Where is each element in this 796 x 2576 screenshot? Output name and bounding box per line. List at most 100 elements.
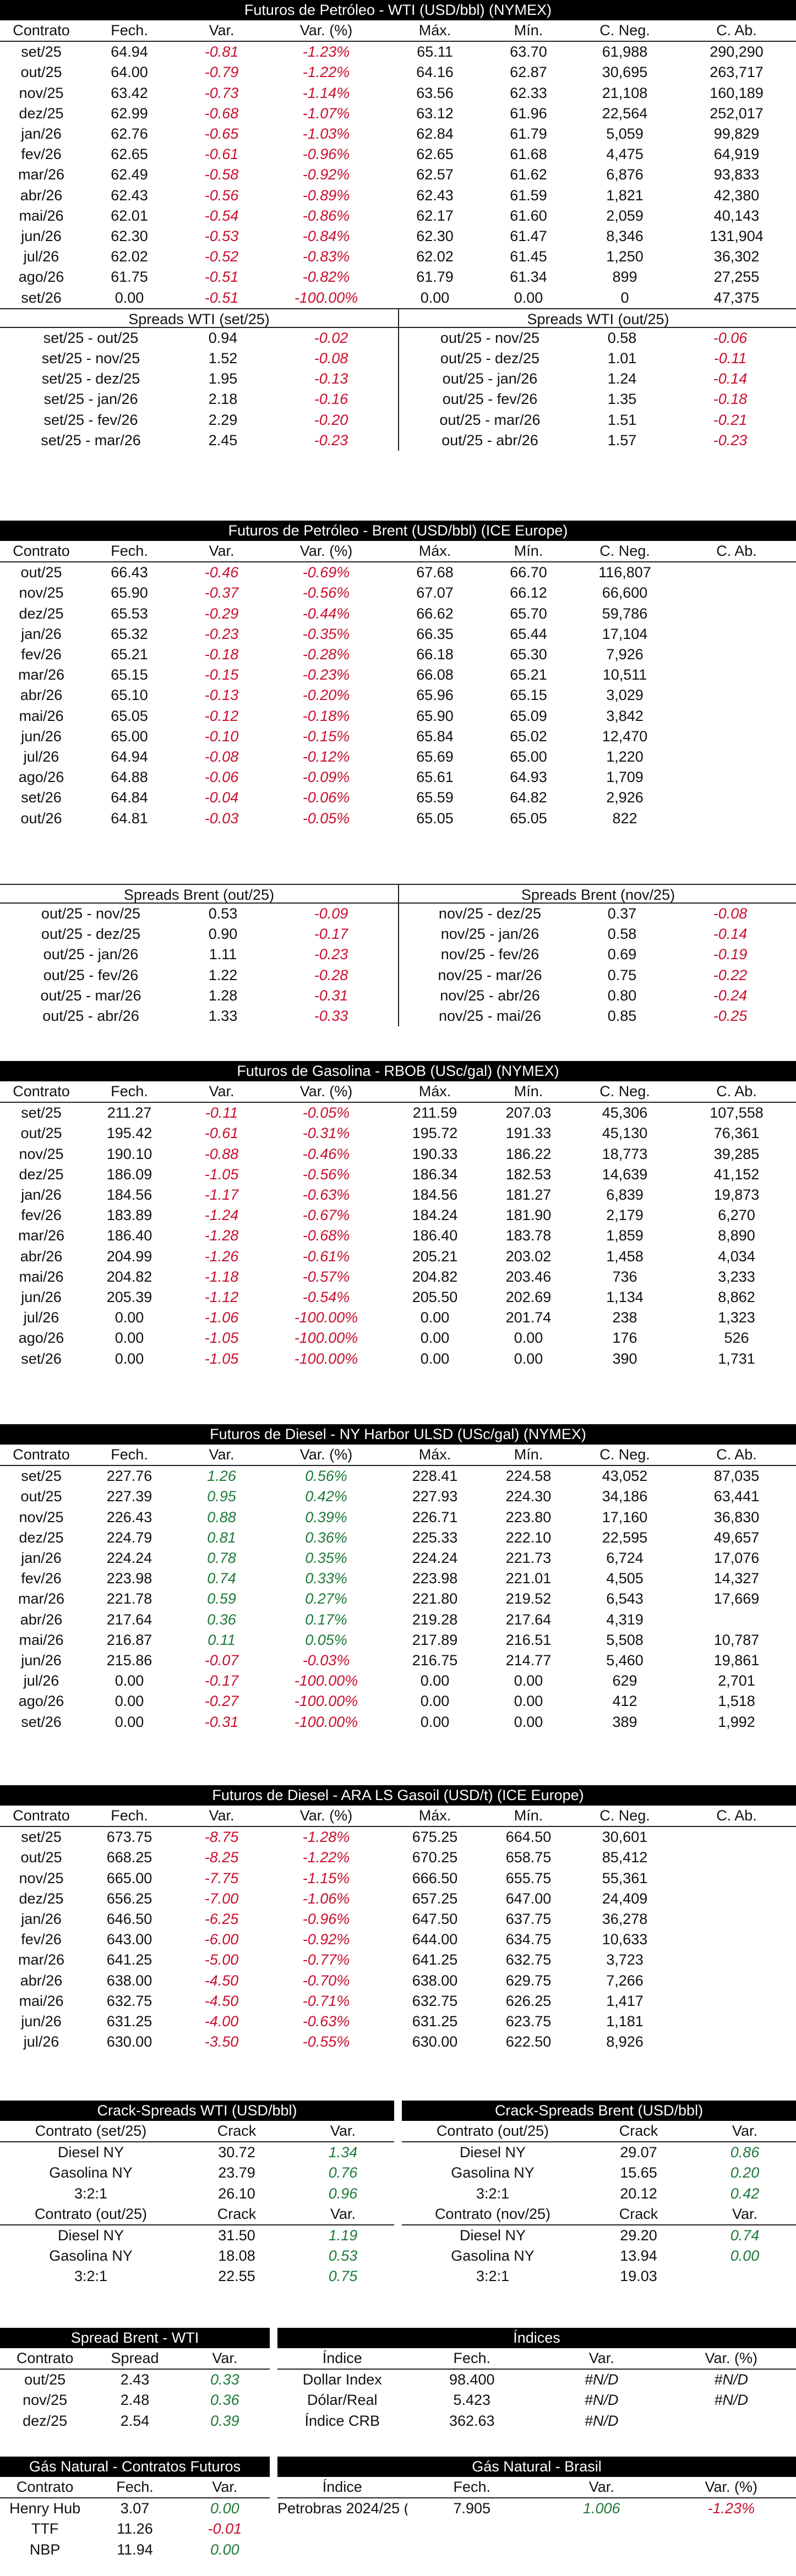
spread-value: 0.53	[208, 905, 238, 922]
crack-change: 0.75	[328, 2268, 358, 2285]
spread-change: -0.31	[314, 987, 348, 1004]
cell-m-n: 647.00	[505, 1890, 552, 1907]
cell-m-n: 214.77	[505, 1652, 552, 1669]
cell-var: -0.18	[204, 646, 239, 663]
column-header: Var.	[292, 2203, 394, 2226]
cell-var: 0.35%	[305, 1550, 347, 1567]
cell-c-neg: 1,859	[606, 1227, 644, 1244]
cell-var: -0.27	[204, 1693, 239, 1710]
wti-title: Futuros de Petróleo - WTI (USD/bbl) (NYM…	[0, 0, 796, 20]
column-header: Var.	[176, 1445, 267, 1467]
cell-c-neg: 21,108	[602, 84, 648, 101]
cell-c-ab: 1,731	[718, 1350, 755, 1367]
cell-contrato: out/25	[20, 564, 62, 581]
table-cell: 0.00	[210, 2500, 239, 2517]
crack-value: 29.07	[620, 2144, 657, 2161]
cell-var: -0.92%	[302, 1931, 350, 1948]
cell-c-neg: 5,508	[606, 1631, 644, 1648]
cell-var: -0.46%	[302, 1145, 350, 1162]
cell-var: -0.56%	[302, 1166, 350, 1183]
cell-contrato: set/26	[21, 289, 62, 306]
cell-contrato: jul/26	[23, 1309, 59, 1326]
crack-product: Diesel NY	[459, 2227, 526, 2244]
cell-m-x: 0.00	[420, 1713, 450, 1730]
crack-product: Gasolina NY	[451, 2164, 535, 2181]
crack-value: 30.72	[218, 2144, 255, 2161]
cell-var: -0.31%	[302, 1125, 350, 1142]
crack-change: 0.96	[328, 2185, 358, 2202]
cell-m-n: 219.52	[505, 1590, 552, 1607]
cell-contrato: nov/25	[19, 1508, 64, 1525]
cell-var: -0.52	[204, 248, 239, 265]
cell-var: -0.67%	[302, 1207, 350, 1224]
brent-spreads-left-title: Spreads Brent (out/25)	[0, 884, 398, 904]
cell-m-x: 66.35	[416, 625, 454, 642]
table-row: jun/26 62.30 -0.53 -0.84% 62.30 61.47 8,346 131…	[0, 226, 796, 247]
column-header: C. Neg.	[573, 541, 677, 563]
cell-m-x: 647.50	[412, 1911, 458, 1928]
spread-bw: Spread Brent - WTI Contrato Spread Var. out…	[0, 2328, 270, 2431]
brent-spreads: Spreads Brent (out/25) out/25 - nov/25 0.…	[0, 884, 796, 1027]
cell-var: -0.29	[204, 605, 239, 622]
spread-value: 1.52	[208, 350, 238, 367]
crack-value: 18.08	[218, 2247, 255, 2265]
spread-value: 0.75	[607, 966, 637, 983]
cell-contrato: out/25	[20, 1849, 62, 1866]
spread-row: out/25 - dez/25 1.01 -0.11	[399, 348, 796, 369]
cell-c-ab: 1,518	[718, 1693, 755, 1710]
cell-contrato: ago/26	[18, 769, 64, 786]
cell-c-neg: 2,059	[606, 207, 644, 224]
cell-m-n: 182.53	[505, 1166, 552, 1183]
cell-var: -0.05%	[302, 810, 350, 827]
spread-pair: out/25 - jan/26	[43, 946, 139, 963]
cell-c-ab: 49,657	[713, 1529, 760, 1546]
cell-contrato: jul/26	[23, 748, 59, 765]
spread-change: -0.08	[314, 350, 348, 367]
table-row: jun/26 631.25 -4.00 -0.63% 631.25 623.75 1,181	[0, 2011, 796, 2032]
cell-fech: 0.00	[115, 1713, 144, 1730]
table-row: set/25 673.75 -8.75 -1.28% 675.25 664.50 30,60…	[0, 1826, 796, 1847]
cell-contrato: ago/26	[18, 269, 64, 286]
column-header: Fech.	[83, 1445, 176, 1467]
column-header: Var.	[694, 2203, 796, 2226]
cell-c-ab	[677, 1929, 796, 1950]
cell-c-ab: 27,255	[713, 269, 760, 286]
crack-wti-table: Contrato (set/25) Crack Var. Diesel NY 30.72…	[0, 2121, 394, 2287]
cell-c-neg: 14,639	[602, 1166, 648, 1183]
spread-row: set/25 - out/25 0.94 -0.02	[0, 328, 398, 348]
cell-var: -0.58	[204, 166, 239, 183]
cell-fech: 62.43	[111, 187, 148, 204]
cell-var: -1.05	[204, 1350, 239, 1367]
table-cell: Dollar Index	[302, 2371, 382, 2388]
cell-contrato: mar/26	[18, 166, 65, 183]
cell-m-x: 205.21	[412, 1248, 458, 1265]
crack-value: 20.12	[620, 2185, 657, 2202]
cell-c-neg: 5,460	[606, 1652, 644, 1669]
header-row: Contrato Spread Var.	[0, 2348, 270, 2370]
cell-m-x: 217.89	[412, 1631, 458, 1648]
cell-m-n: 62.87	[510, 64, 547, 81]
cell-var: -0.81	[204, 43, 239, 61]
cell-var: 0.74	[207, 1570, 236, 1587]
cell-c-ab	[677, 624, 796, 644]
cell-contrato: out/25	[20, 1488, 62, 1505]
cell-var: -0.68	[204, 105, 239, 122]
cell-m-x: 670.25	[412, 1849, 458, 1866]
cell-c-ab	[677, 604, 796, 624]
cell-contrato: nov/25	[19, 584, 64, 601]
column-header: Mín.	[484, 1806, 573, 1828]
cell-var: -0.23%	[302, 666, 350, 683]
cell-c-neg: 55,361	[602, 1869, 648, 1886]
cell-var: -100.00%	[294, 1693, 358, 1710]
cell-contrato: mai/26	[19, 1992, 64, 2009]
column-header: Var. (%)	[267, 20, 385, 42]
cell-c-ab	[677, 808, 796, 829]
cell-c-neg: 412	[612, 1693, 637, 1710]
cell-contrato: abr/26	[20, 187, 63, 204]
crack-change: 0.20	[730, 2164, 760, 2181]
cell-fech: 641.25	[106, 1951, 152, 1968]
cell-c-neg: 17,160	[602, 1508, 648, 1525]
cell-var: -0.73	[204, 84, 239, 101]
spread-change: -0.33	[314, 1008, 348, 1025]
cell-m-x: 63.56	[416, 84, 454, 101]
